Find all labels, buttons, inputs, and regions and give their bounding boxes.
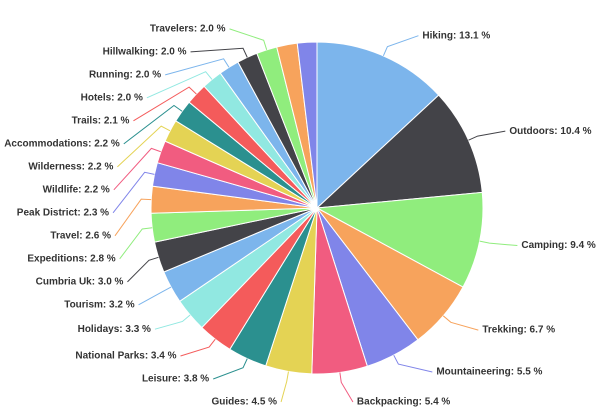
connector xyxy=(339,372,354,403)
connector xyxy=(117,125,171,168)
data-label: Wildlife: 2.2 % xyxy=(43,184,110,195)
data-label: Hotels: 2.0 % xyxy=(81,92,143,103)
data-label: Hillwalking: 2.0 % xyxy=(103,46,187,57)
data-label: Peak District: 2.3 % xyxy=(17,207,109,218)
data-label: Mountaineering: 5.5 % xyxy=(436,367,542,378)
connector xyxy=(114,198,152,237)
pie-slice xyxy=(315,94,483,209)
data-label: Holidays: 3.3 % xyxy=(78,324,151,335)
data-label: Guides: 4.5 % xyxy=(211,397,277,408)
data-label: Running: 2.0 % xyxy=(89,69,161,80)
data-label: Trekking: 6.7 % xyxy=(482,325,555,336)
connector xyxy=(190,47,248,58)
connector xyxy=(119,227,153,260)
data-label: Backpacking: 5.4 % xyxy=(357,397,450,408)
connector xyxy=(280,371,289,403)
data-label: Accommodations: 2.2 % xyxy=(4,138,120,149)
connector xyxy=(133,86,197,122)
connector xyxy=(229,28,268,50)
connector xyxy=(154,314,191,330)
data-label: Trails: 2.1 % xyxy=(72,115,130,126)
connector xyxy=(112,171,155,214)
connector xyxy=(138,286,172,306)
pie-slice xyxy=(316,41,440,210)
connector xyxy=(123,104,183,145)
connector xyxy=(146,71,213,99)
data-label: Expeditions: 2.8 % xyxy=(27,253,115,264)
connector xyxy=(113,147,161,191)
connector xyxy=(479,240,518,247)
data-label: Tourism: 3.2 % xyxy=(64,299,134,310)
connector xyxy=(213,358,248,380)
data-label: Travel: 2.6 % xyxy=(50,230,111,241)
data-label: Hiking: 13.1 % xyxy=(422,30,490,41)
connector xyxy=(180,338,216,357)
pie-slice xyxy=(296,41,318,209)
connector xyxy=(393,354,433,373)
data-label: Wilderness: 2.2 % xyxy=(28,161,113,172)
connector xyxy=(165,58,230,76)
data-label: Camping: 9.4 % xyxy=(521,240,596,251)
connector xyxy=(382,35,419,57)
connector xyxy=(127,256,159,283)
data-label: Outdoors: 10.4 % xyxy=(509,126,591,137)
data-label: National Parks: 3.4 % xyxy=(75,351,176,362)
data-label: Travelers: 2.0 % xyxy=(150,23,226,34)
connector xyxy=(468,130,506,141)
data-label: Cumbria Uk: 3.0 % xyxy=(36,276,124,287)
data-label: Leisure: 3.8 % xyxy=(142,374,209,385)
connector xyxy=(442,315,479,331)
